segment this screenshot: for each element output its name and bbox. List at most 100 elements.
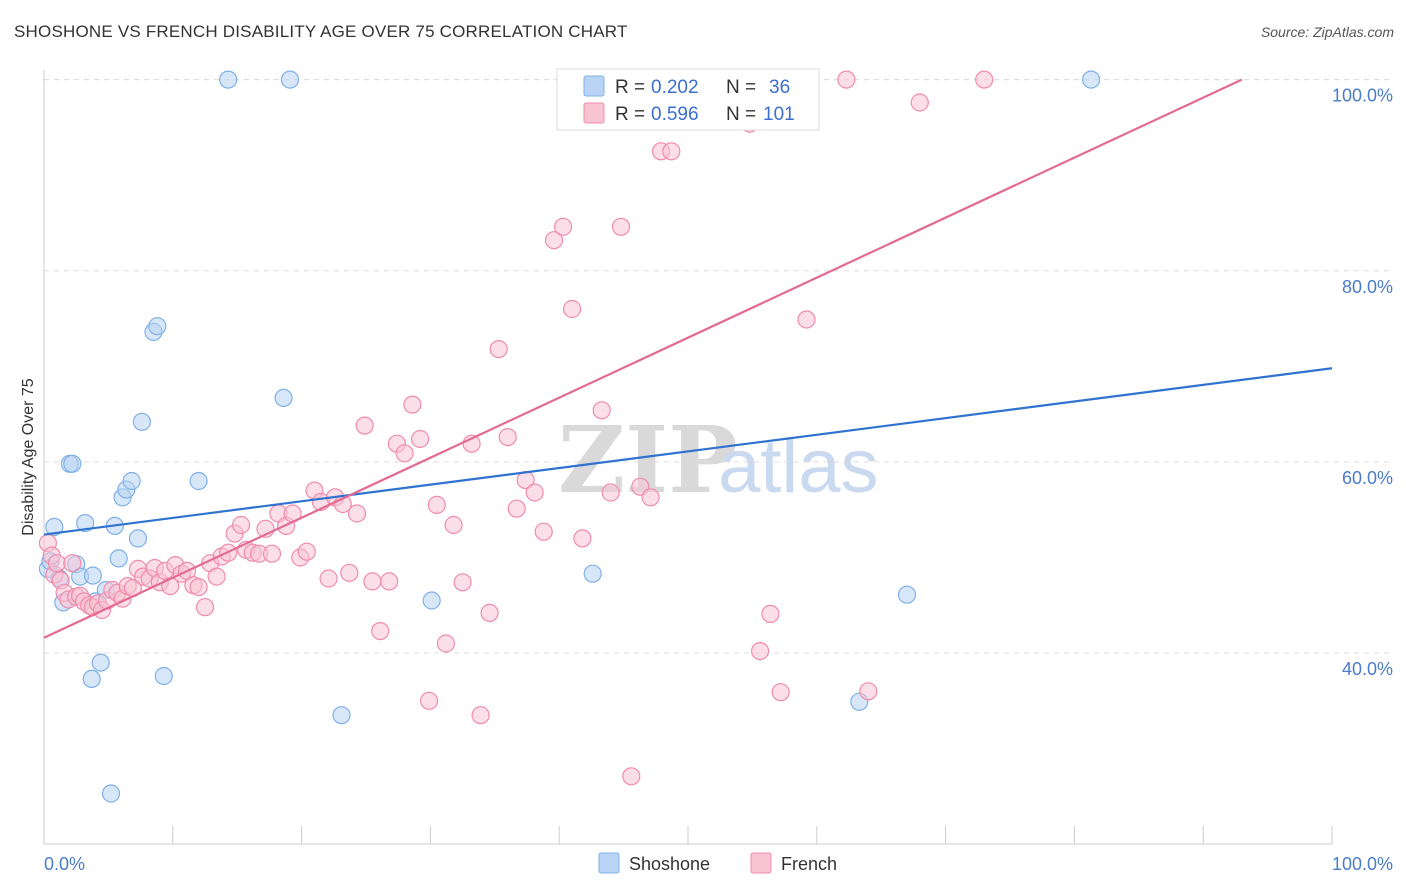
french-point bbox=[347, 504, 367, 523]
french-point bbox=[380, 572, 399, 591]
shoshone-point bbox=[132, 412, 151, 431]
shoshone-point bbox=[148, 317, 167, 336]
french-point bbox=[297, 542, 316, 561]
legend-n-label-shoshone: N = bbox=[726, 77, 756, 98]
shoshone-point bbox=[1081, 70, 1101, 89]
shoshone-point bbox=[76, 513, 95, 533]
french-point bbox=[498, 428, 517, 447]
legend-r-label-french: R = bbox=[615, 104, 645, 125]
chart-source: Source: ZipAtlas.com bbox=[1260, 24, 1394, 40]
french-point bbox=[662, 142, 681, 161]
french-point bbox=[395, 444, 414, 463]
french-point bbox=[489, 340, 508, 359]
french-point bbox=[444, 515, 463, 535]
x-ticks bbox=[43, 826, 1333, 844]
french-point bbox=[641, 488, 660, 507]
french-point bbox=[601, 483, 620, 502]
y-tick-label-80: 80.0% bbox=[1342, 277, 1393, 297]
legend-swatch-french bbox=[583, 102, 605, 124]
french-point bbox=[761, 604, 780, 624]
shoshone-point bbox=[83, 566, 103, 585]
y-tick-labels: 40.0% 60.0% 80.0% 100.0% bbox=[1332, 86, 1393, 679]
y-tick-label-40: 40.0% bbox=[1342, 659, 1393, 679]
french-point bbox=[859, 682, 878, 701]
legend-n-label-french: N = bbox=[726, 104, 756, 125]
shoshone-point bbox=[45, 517, 64, 537]
french-point bbox=[340, 563, 359, 582]
series-legend: Shoshone French bbox=[598, 852, 837, 874]
french-point bbox=[910, 93, 929, 112]
shoshone-point bbox=[91, 653, 110, 672]
french-point bbox=[189, 577, 208, 597]
shoshone-point bbox=[422, 591, 441, 610]
french-point bbox=[262, 544, 282, 563]
shoshone-point bbox=[274, 388, 293, 407]
french-point bbox=[507, 499, 526, 518]
french-point bbox=[371, 621, 390, 641]
french-point bbox=[232, 515, 251, 535]
legend-r-value-shoshone: 0.202 bbox=[651, 77, 699, 98]
french-point bbox=[797, 310, 816, 329]
shoshone-point bbox=[63, 454, 82, 473]
shoshone-point bbox=[128, 529, 148, 548]
french-point bbox=[534, 522, 553, 541]
bottom-legend-label-shoshone: Shoshone bbox=[629, 854, 710, 874]
french-point bbox=[195, 598, 215, 617]
legend-r-label-shoshone: R = bbox=[615, 77, 645, 98]
french-point bbox=[771, 683, 790, 702]
legend-n-value-shoshone: 36 bbox=[769, 77, 790, 98]
french-point bbox=[436, 634, 455, 653]
french-point bbox=[562, 299, 582, 319]
chart-title: SHOSHONE VS FRENCH DISABILITY AGE OVER 7… bbox=[14, 22, 628, 41]
legend-r-value-french: 0.596 bbox=[651, 104, 699, 125]
french-point bbox=[750, 641, 770, 661]
legend-swatch-shoshone bbox=[583, 75, 605, 97]
french-point bbox=[207, 567, 226, 586]
french-point bbox=[403, 395, 422, 414]
shoshone-point bbox=[332, 706, 351, 725]
x-tick-label-max: 100.0% bbox=[1332, 854, 1393, 874]
french-point bbox=[592, 401, 611, 420]
legend-n-value-french: 101 bbox=[763, 104, 795, 125]
french-point bbox=[319, 569, 338, 588]
shoshone-point bbox=[101, 784, 121, 803]
french-point bbox=[837, 70, 856, 89]
shoshone-point bbox=[82, 669, 101, 689]
french-point bbox=[480, 603, 499, 623]
bottom-legend-swatch-french bbox=[750, 852, 772, 874]
shoshone-point bbox=[109, 549, 128, 568]
french-point bbox=[355, 416, 374, 435]
trend-lines bbox=[43, 78, 1333, 639]
french-point bbox=[525, 483, 544, 502]
french-point bbox=[611, 217, 631, 236]
french-point bbox=[544, 231, 564, 250]
french-point bbox=[363, 572, 382, 591]
french-point bbox=[471, 706, 490, 725]
french-point bbox=[47, 554, 67, 573]
french-point bbox=[411, 429, 430, 449]
french-point bbox=[453, 573, 472, 592]
y-tick-label-60: 60.0% bbox=[1342, 468, 1393, 488]
french-point bbox=[573, 529, 592, 548]
french-point bbox=[975, 70, 994, 89]
shoshone-trend-line bbox=[43, 367, 1333, 536]
x-tick-label-min: 0.0% bbox=[44, 854, 85, 874]
french-trend-line bbox=[43, 78, 1243, 639]
y-tick-label-100: 100.0% bbox=[1332, 86, 1393, 106]
grid-lines bbox=[44, 79, 1392, 654]
shoshone-point bbox=[189, 471, 208, 491]
y-axis-label: Disability Age Over 75 bbox=[20, 378, 37, 536]
french-point bbox=[427, 495, 446, 514]
bottom-legend-swatch-shoshone bbox=[598, 852, 620, 874]
shoshone-point bbox=[583, 564, 602, 583]
shoshone-point bbox=[897, 585, 917, 604]
bottom-legend-label-french: French bbox=[781, 854, 837, 874]
french-point bbox=[553, 217, 573, 236]
shoshone-point bbox=[122, 471, 141, 491]
shoshone-point bbox=[154, 666, 173, 686]
french-point bbox=[420, 691, 439, 710]
french-point bbox=[622, 767, 641, 786]
french-point bbox=[63, 554, 82, 573]
correlation-legend: R = 0.202 N = 36 R = 0.596 N = 101 bbox=[556, 68, 820, 131]
